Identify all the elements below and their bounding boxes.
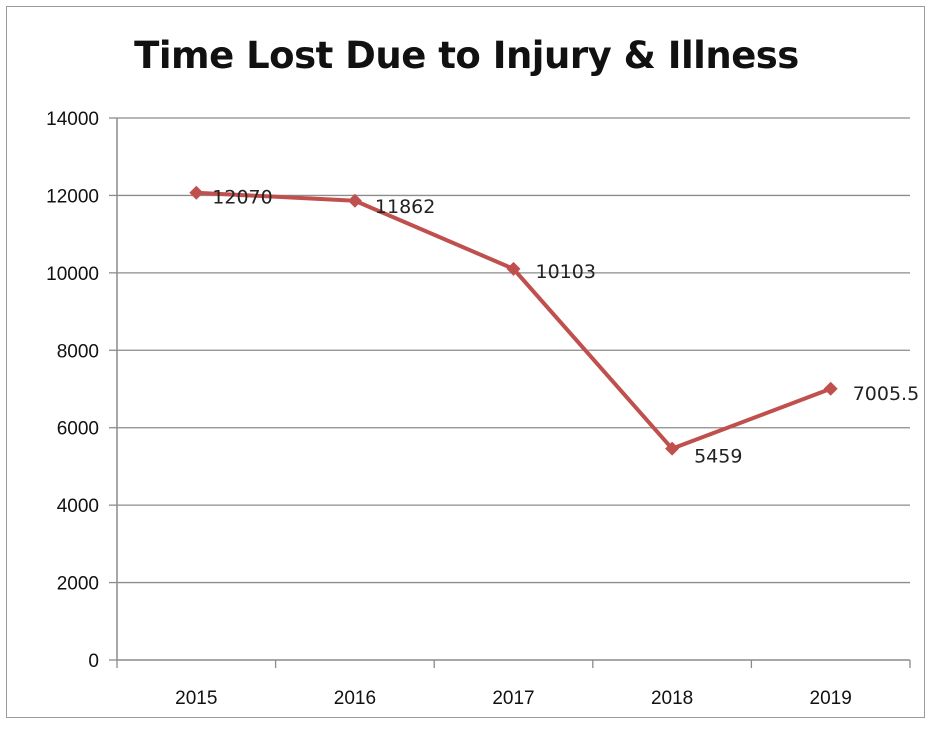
y-tick-label: 12000 [46, 186, 99, 207]
y-tick-label: 14000 [46, 109, 99, 130]
data-point-marker [506, 261, 521, 276]
chart-title: Time Lost Due to Injury & Illness [134, 34, 799, 77]
data-point-marker [189, 185, 204, 200]
y-tick-label: 0 [88, 651, 99, 672]
data-labels: 12070 11862 10103 5459 7005.5 [212, 187, 919, 468]
data-point-marker [665, 441, 680, 456]
y-tick-label: 6000 [57, 419, 99, 440]
chart-frame [6, 6, 925, 718]
x-tick-label: 2015 [175, 688, 217, 709]
axes [109, 117, 911, 668]
x-tick-label: 2018 [651, 688, 693, 709]
data-label: 5459 [694, 446, 742, 468]
series-line [196, 190, 832, 451]
y-tick-label: 10000 [46, 264, 99, 285]
x-tick-label: 2016 [334, 688, 376, 709]
data-point-marker [823, 381, 838, 396]
y-tick-label: 2000 [57, 574, 99, 595]
data-point-marker [347, 193, 362, 208]
y-tick-label: 8000 [57, 341, 99, 362]
data-label: 7005.5 [853, 383, 919, 405]
series-line-group [189, 185, 838, 456]
x-tick-labels: 2015 2016 2017 2018 2019 [175, 688, 852, 709]
y-tick-label: 4000 [57, 496, 99, 517]
x-tick-label: 2017 [492, 688, 534, 709]
data-label: 10103 [536, 261, 596, 283]
y-tick-labels: 0 2000 4000 6000 8000 10000 12000 14000 [46, 109, 99, 672]
data-label: 12070 [212, 187, 272, 209]
x-tick-label: 2019 [810, 688, 852, 709]
data-label: 11862 [375, 196, 435, 218]
